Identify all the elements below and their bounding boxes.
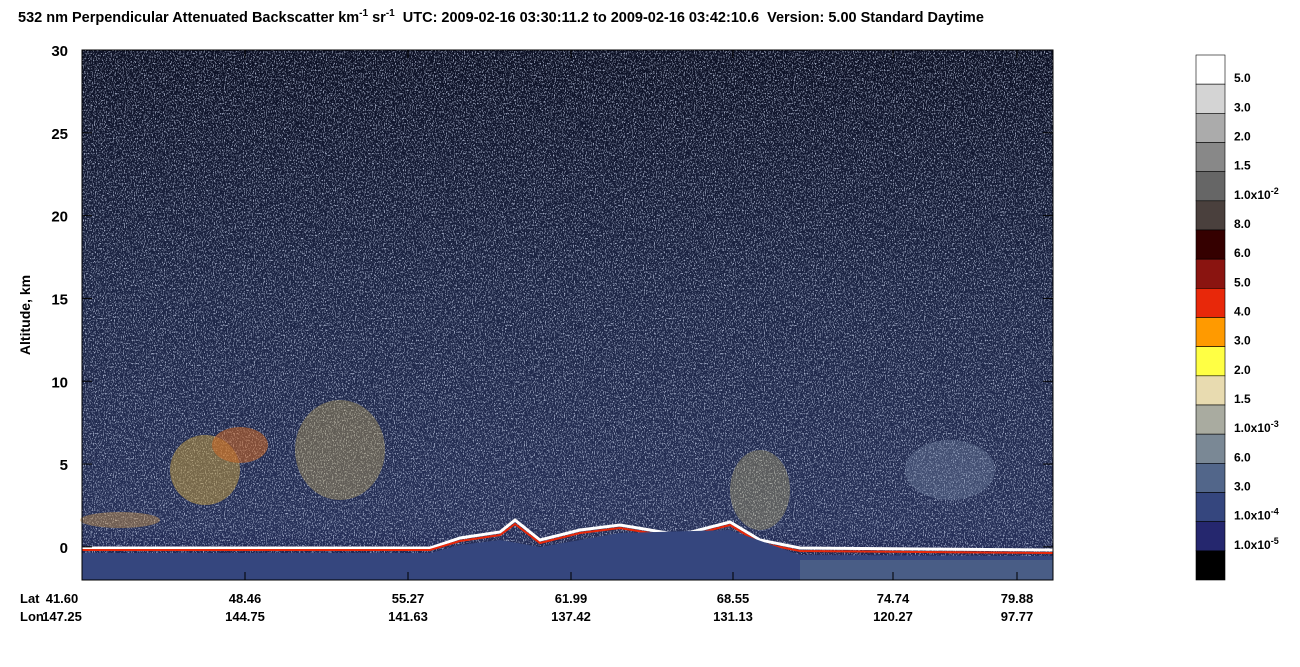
colorbar-label: 1.0x10-2 — [1234, 186, 1279, 202]
colorbar-label-part: 5.0 — [1234, 275, 1251, 289]
colorbar-swatch — [1195, 200, 1226, 231]
colorbar-label-part: 1.5 — [1234, 159, 1251, 173]
colorbar-swatch — [1195, 171, 1226, 202]
colorbar-label-part: 1.5 — [1234, 392, 1251, 406]
y-tick-label: 20 — [51, 209, 68, 226]
colorbar-label: 6.0 — [1234, 246, 1251, 260]
x-tick-label: 79.88 — [1001, 591, 1034, 606]
colorbar-swatch — [1195, 258, 1226, 289]
x-tick-label: 55.27 — [392, 591, 425, 606]
colorbar-swatch — [1195, 142, 1226, 172]
colorbar-swatch — [1195, 550, 1226, 581]
colorbar-label-part: 1.0x10 — [1234, 421, 1271, 435]
colorbar-label-part: 8.0 — [1234, 217, 1251, 231]
colorbar-label-part: -2 — [1271, 186, 1279, 196]
colorbar-label: 8.0 — [1234, 217, 1251, 231]
colorbar-label: 4.0 — [1234, 305, 1251, 319]
colorbar-label: 2.0 — [1234, 130, 1251, 144]
colorbar-label: 2.0 — [1234, 363, 1251, 377]
colorbar-swatch — [1195, 521, 1226, 552]
x-row-name: Lat — [20, 591, 40, 606]
colorbar-label-part: 4.0 — [1234, 305, 1251, 319]
colorbar-label: 1.5 — [1234, 392, 1251, 406]
x-tick-label: 68.55 — [717, 591, 750, 606]
x-tick-label: 141.63 — [388, 609, 428, 624]
colorbar-label-part: 1.0x10 — [1234, 188, 1271, 202]
title-segment: UTC: 2009-02-16 03:30:11.2 to 2009-02-16… — [395, 10, 984, 26]
colorbar-label-part: 2.0 — [1234, 363, 1251, 377]
colorbar-label: 3.0 — [1234, 100, 1251, 114]
colorbar-label-part: -5 — [1271, 536, 1279, 546]
colorbar-label: 1.0x10-3 — [1234, 419, 1279, 435]
x-tick-label: 61.99 — [555, 591, 588, 606]
colorbar-label-part: 3.0 — [1234, 334, 1251, 348]
colorbar-swatch — [1195, 317, 1226, 347]
x-tick-label: 147.25 — [42, 609, 82, 624]
colorbar-swatch — [1195, 83, 1226, 114]
x-tick-label: 137.42 — [551, 609, 591, 624]
plot-image — [80, 50, 1054, 580]
colorbar-swatch — [1195, 492, 1226, 522]
title-segment: -1 — [386, 8, 395, 19]
x-tick-label: 48.46 — [229, 591, 262, 606]
x-tick-label: 120.27 — [873, 609, 913, 624]
x-tick-label: 41.60 — [46, 591, 79, 606]
y-tick-label: 15 — [51, 291, 68, 308]
chart-title: 532 nm Perpendicular Attenuated Backscat… — [18, 8, 984, 26]
colorbar-label-part: 1.0x10 — [1234, 538, 1271, 552]
colorbar-swatch — [1195, 346, 1226, 377]
x-tick-label: 131.13 — [713, 609, 753, 624]
colorbar-label-part: 3.0 — [1234, 480, 1251, 494]
colorbar-label: 3.0 — [1234, 480, 1251, 494]
colorbar-swatch — [1195, 113, 1226, 143]
colorbar-label: 3.0 — [1234, 334, 1251, 348]
colorbar-swatch — [1195, 375, 1226, 406]
colorbar-label-part: 1.0x10 — [1234, 509, 1271, 523]
y-tick-label: 30 — [51, 43, 68, 60]
colorbar-swatch — [1195, 229, 1226, 260]
x-tick-label: 144.75 — [225, 609, 265, 624]
plot-frame — [81, 49, 1054, 581]
y-tick-label: 10 — [51, 374, 68, 391]
colorbar-label-part: 5.0 — [1234, 71, 1251, 85]
colorbar-label-part: -3 — [1271, 419, 1279, 429]
y-tick-label: 25 — [51, 126, 68, 143]
colorbar-swatch — [1195, 404, 1226, 435]
x-tick-label: 97.77 — [1001, 609, 1034, 624]
x-row-name: Lon — [20, 609, 44, 624]
x-tick-label: 74.74 — [877, 591, 910, 606]
title-segment: 532 nm Perpendicular Attenuated Backscat… — [18, 10, 359, 26]
colorbar-label-part: 3.0 — [1234, 100, 1251, 114]
colorbar-label: 1.0x10-5 — [1234, 536, 1279, 552]
colorbar-swatch — [1195, 288, 1226, 318]
colorbar-label-part: 6.0 — [1234, 450, 1251, 464]
colorbar-label-part: -4 — [1271, 507, 1279, 517]
y-tick-label: 5 — [60, 457, 68, 474]
colorbar-swatch — [1195, 463, 1226, 493]
title-segment: -1 — [359, 8, 368, 19]
y-tick-label: 0 — [60, 540, 68, 557]
colorbar-label: 1.5 — [1234, 159, 1251, 173]
colorbar-label-part: 6.0 — [1234, 246, 1251, 260]
y-axis-label: Altitude, km — [17, 275, 33, 355]
colorbar-label: 5.0 — [1234, 275, 1251, 289]
colorbar-swatch — [1195, 54, 1226, 85]
colorbar-label: 6.0 — [1234, 450, 1251, 464]
colorbar-label-part: 2.0 — [1234, 130, 1251, 144]
colorbar-label: 1.0x10-4 — [1234, 507, 1279, 523]
colorbar-swatch — [1195, 433, 1226, 464]
colorbar-label: 5.0 — [1234, 71, 1251, 85]
title-segment: sr — [368, 10, 386, 26]
